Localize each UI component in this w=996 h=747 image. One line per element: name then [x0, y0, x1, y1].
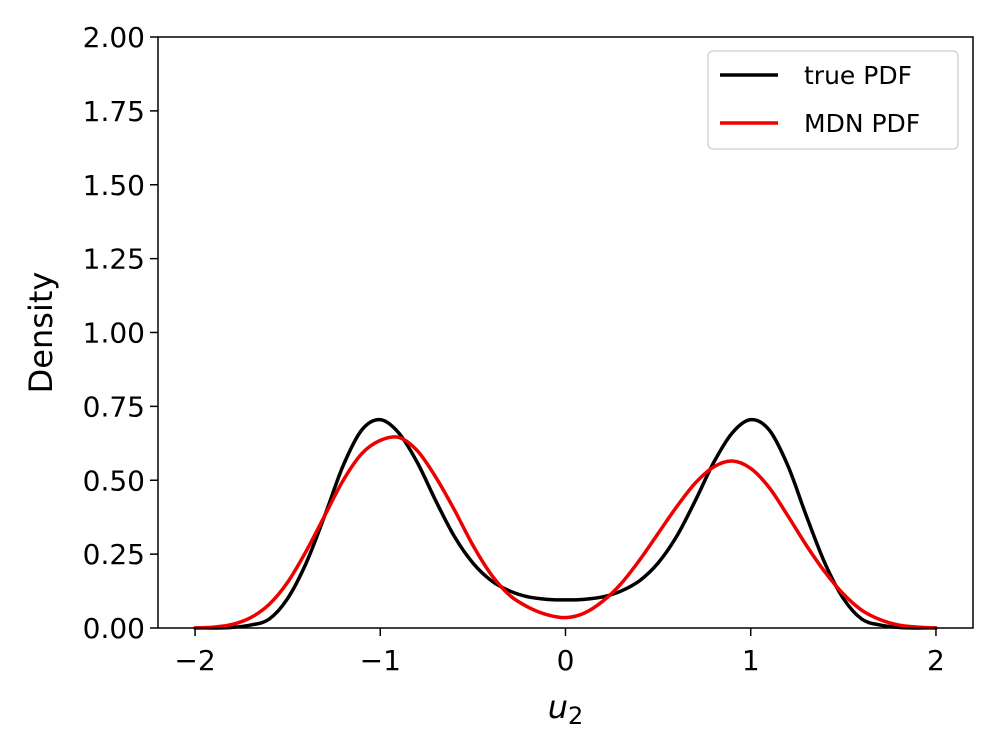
- x-axis-ticks: −2 −1 0 1 2: [174, 628, 945, 677]
- y-axis-label: Density: [22, 272, 60, 394]
- x-axis-label-subscript: 2: [568, 702, 583, 730]
- y-tick-label: 1.75: [83, 95, 145, 128]
- x-tick-label: 0: [557, 644, 575, 677]
- y-tick-label: 1.00: [83, 317, 145, 350]
- x-tick-label: 2: [927, 644, 945, 677]
- y-axis-ticks: 0.00 0.25 0.50 0.75 1.00 1.25 1.50 1.75 2.00: [83, 21, 158, 645]
- plot-lines: [193, 417, 938, 630]
- x-tick-label: −2: [174, 644, 215, 677]
- series-line-true-pdf: [193, 417, 938, 630]
- x-axis-label: u2: [548, 688, 584, 730]
- x-tick-label: −1: [360, 644, 401, 677]
- y-tick-label: 1.50: [83, 169, 145, 202]
- y-tick-label: 0.50: [83, 464, 145, 497]
- legend-label: MDN PDF: [804, 109, 920, 138]
- y-tick-label: 0.00: [83, 612, 145, 645]
- y-tick-label: 2.00: [83, 21, 145, 54]
- legend: true PDF MDN PDF: [707, 50, 959, 150]
- x-tick-label: 1: [742, 644, 760, 677]
- y-tick-label: 0.25: [83, 538, 145, 571]
- series-line-mdn-pdf: [193, 435, 938, 630]
- legend-label: true PDF: [804, 61, 912, 90]
- y-tick-label: 1.25: [83, 243, 145, 276]
- x-axis-label-main: u: [548, 688, 568, 726]
- y-tick-label: 0.75: [83, 390, 145, 423]
